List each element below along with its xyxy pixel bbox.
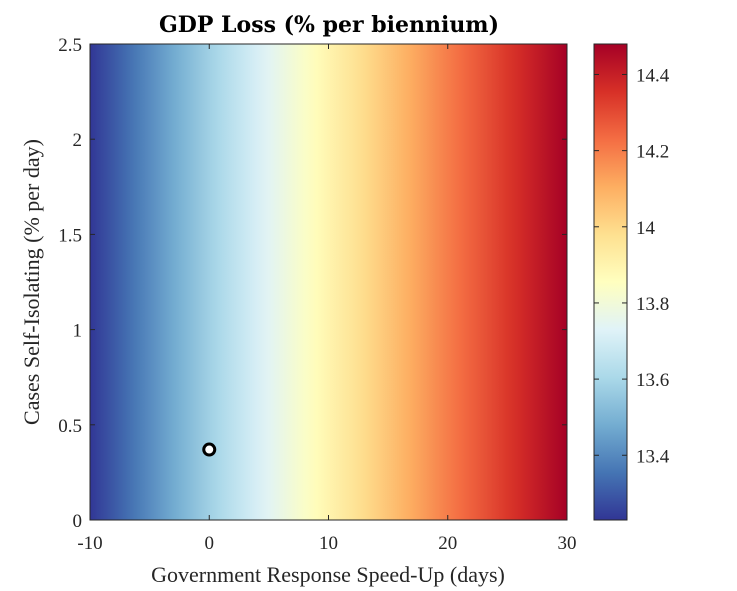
x-axis: -10 0 10 20 30 bbox=[77, 44, 577, 554]
baseline-marker bbox=[202, 442, 217, 457]
y-tick-label: 2.5 bbox=[58, 35, 82, 56]
y-tick-label: 0 bbox=[73, 511, 83, 532]
x-tick-label: 30 bbox=[558, 533, 577, 554]
y-tick-label: 2 bbox=[73, 130, 83, 151]
y-axis-label: Cases Self-Isolating (% per day) bbox=[19, 139, 44, 425]
y-tick-label: 1.5 bbox=[58, 225, 82, 246]
colorbar-tick-label: 14.4 bbox=[636, 65, 670, 86]
colorbar-tick-label: 14 bbox=[636, 218, 656, 239]
x-tick-label: 0 bbox=[205, 533, 215, 554]
colorbar-frame bbox=[593, 43, 628, 521]
x-axis-label: Government Response Speed-Up (days) bbox=[151, 562, 505, 587]
y-tick-label: 0.5 bbox=[58, 416, 82, 437]
y-tick-label: 1 bbox=[73, 321, 83, 342]
x-tick-label: 20 bbox=[438, 533, 457, 554]
x-tick-label: 10 bbox=[319, 533, 338, 554]
colorbar-tick-label: 13.6 bbox=[636, 370, 669, 391]
x-tick-label: -10 bbox=[77, 533, 102, 554]
colorbar-tick-label: 14.2 bbox=[636, 142, 669, 163]
colorbar-tick-label: 13.8 bbox=[636, 294, 669, 315]
colorbar-axis: 13.4 13.6 13.8 14 14.2 14.4 bbox=[594, 65, 670, 467]
heatmap-field bbox=[90, 44, 567, 520]
colorbar-tick-label: 13.4 bbox=[636, 446, 670, 467]
marker-layer bbox=[202, 442, 217, 457]
chart-title: GDP Loss (% per biennium) bbox=[159, 12, 499, 38]
y-axis: 0 0.5 1 1.5 2 2.5 bbox=[58, 35, 567, 532]
colorbar bbox=[594, 44, 627, 520]
